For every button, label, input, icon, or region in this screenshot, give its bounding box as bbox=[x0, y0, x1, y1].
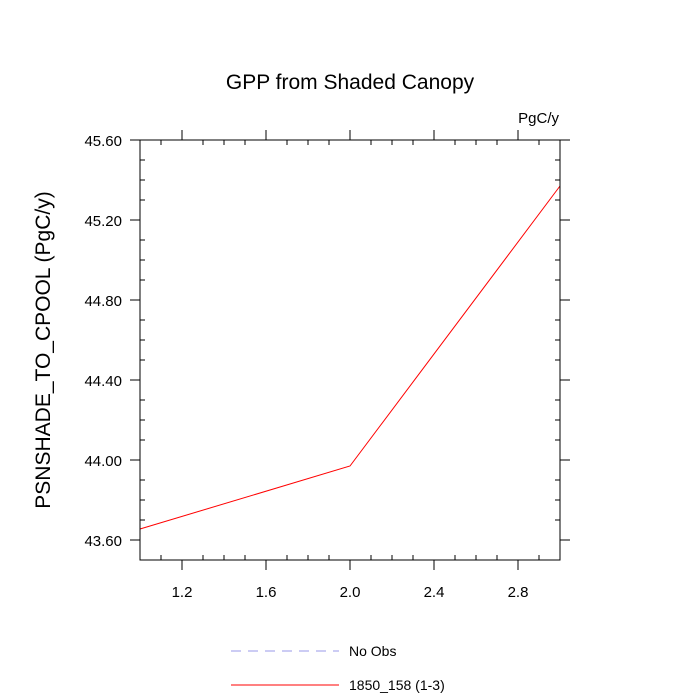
x-tick-label: 2.4 bbox=[424, 584, 445, 601]
chart-title: GPP from Shaded Canopy bbox=[226, 71, 475, 94]
legend: No Obs 1850_158 (1-3) bbox=[231, 643, 445, 693]
y-tick-label: 43.60 bbox=[84, 533, 122, 550]
x-tick-label: 2.0 bbox=[340, 584, 361, 601]
y-tick-label: 44.40 bbox=[84, 373, 122, 390]
series-line bbox=[139, 185, 561, 530]
axis-ticks bbox=[130, 130, 570, 570]
y-tick-label: 44.80 bbox=[84, 293, 122, 310]
plot-frame bbox=[139, 139, 561, 561]
y-tick-label: 44.00 bbox=[84, 453, 122, 470]
legend-label: 1850_158 (1-3) bbox=[349, 677, 445, 693]
x-tick-label: 1.2 bbox=[172, 584, 193, 601]
series-layer bbox=[139, 185, 561, 530]
y-tick-label: 45.60 bbox=[84, 133, 122, 150]
units-label: PgC/y bbox=[518, 110, 559, 127]
tick-labels: 1.2 1.6 2.0 2.4 2.8 43.60 44.00 44.40 44.80 45.20… bbox=[84, 133, 528, 601]
x-tick-label: 2.8 bbox=[508, 584, 529, 601]
x-tick-label: 1.6 bbox=[256, 584, 277, 601]
y-tick-label: 45.20 bbox=[84, 213, 122, 230]
legend-label: No Obs bbox=[349, 643, 396, 659]
y-axis-title: PSNSHADE_TO_CPOOL (PgC/y) bbox=[32, 191, 55, 508]
